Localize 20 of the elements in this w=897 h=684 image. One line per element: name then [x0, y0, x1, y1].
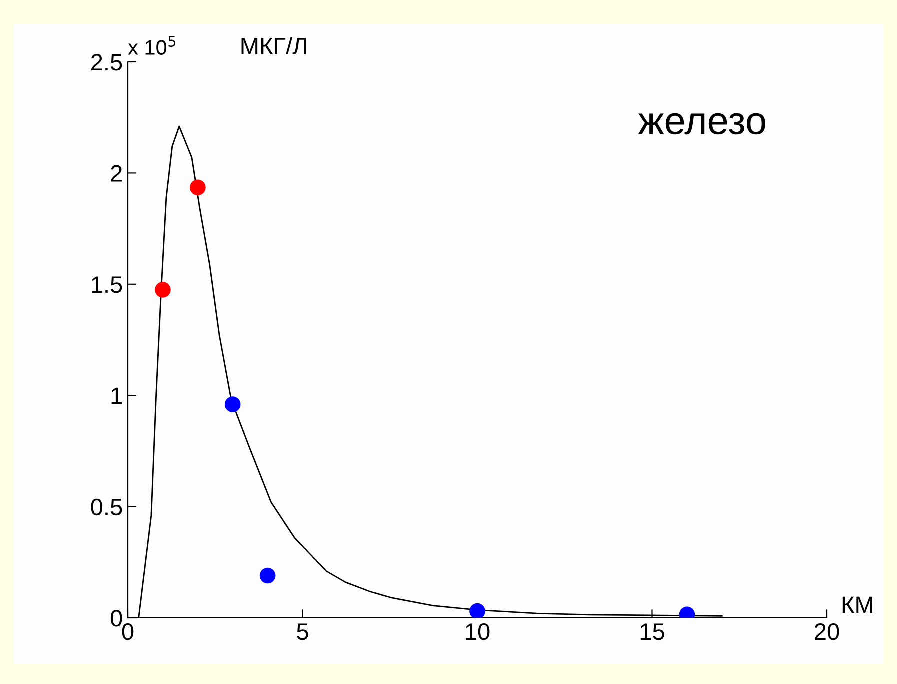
- point: [190, 180, 206, 196]
- y-tick-label: 2.5: [92, 54, 122, 71]
- y-tick-label: 1.5: [92, 276, 122, 294]
- x-tick-label: 15: [640, 624, 664, 640]
- point: [470, 603, 486, 618]
- y-tick-label: 0: [110, 610, 122, 627]
- point: [224, 396, 241, 412]
- x-tick-label: 5: [297, 624, 308, 640]
- x-axis-title: КМ: [842, 596, 872, 614]
- text: x 10$^{5}$: [128, 36, 176, 55]
- x-tick-label: 20: [815, 623, 840, 640]
- y-tick-label: 2: [111, 165, 122, 182]
- text: железо: [638, 113, 766, 135]
- y-tick-label: 0.5: [91, 498, 122, 516]
- point: [260, 568, 276, 584]
- x-tick-label: 10: [466, 623, 490, 640]
- point: [155, 282, 171, 298]
- y-tick-label: 1: [112, 388, 122, 404]
- y-axis-title: МКГ/Л: [242, 37, 306, 55]
- x-tick-label: 0: [122, 623, 134, 640]
